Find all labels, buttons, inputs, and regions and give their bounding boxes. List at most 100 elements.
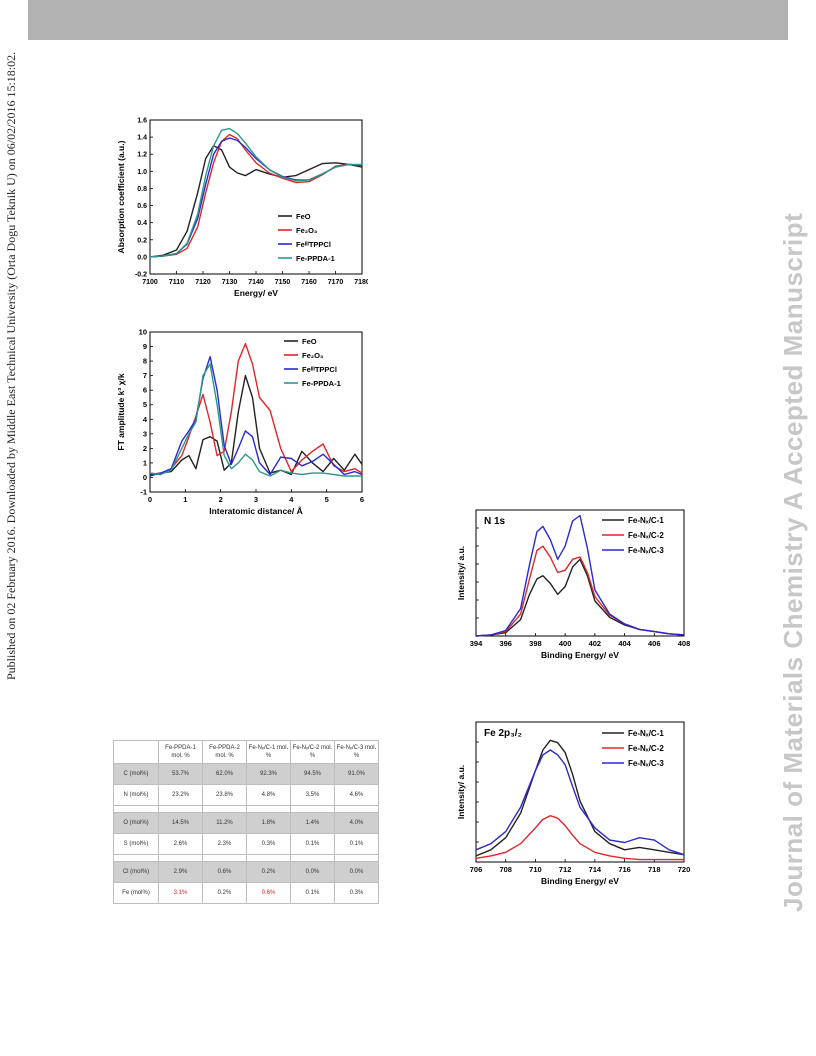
y-tick-label: 4 <box>143 415 148 424</box>
table-cell: 0.0% <box>334 861 379 883</box>
legend-label: Fe-Nₓ/C-3 <box>628 546 664 555</box>
y-tick-label: 0.2 <box>137 237 147 244</box>
table-cell: 0.3% <box>246 833 291 855</box>
series-line-feiiitppcl <box>149 356 363 477</box>
x-tick-label: 7150 <box>275 279 291 286</box>
table-cell: 2.9% <box>158 861 203 883</box>
series-line-feo <box>149 145 363 258</box>
row-label: C (mol%) <box>113 763 159 785</box>
table-cell: 23.2% <box>158 784 203 806</box>
table-cell: 4.0% <box>334 812 379 834</box>
publication-note: Published on 02 February 2016. Downloade… <box>4 51 18 680</box>
x-tick-label: 2 <box>219 495 223 504</box>
y-axis-label: Intensity/ a.u. <box>456 546 466 600</box>
table-header-cell: Fe-Nₓ/C-2 mol. % <box>290 740 335 764</box>
y-tick-label: 1 <box>143 458 147 467</box>
spacer-cell <box>246 805 291 813</box>
table-cell: 0.2% <box>246 861 291 883</box>
legend-label: Fe-PPDA-1 <box>296 254 335 263</box>
x-tick-label: 396 <box>499 639 512 648</box>
series-line-fe-nx-c-3 <box>475 749 685 856</box>
series-line-fe-ppda-1 <box>149 127 362 258</box>
y-tick-label: 2 <box>143 444 147 453</box>
table-cell: 0.1% <box>290 833 335 855</box>
y-axis-label: FT amplitude k³ χ/k <box>116 373 126 450</box>
x-tick-label: 0 <box>148 495 152 504</box>
legend-label: FeᴵᴵᴵTPPCl <box>296 240 331 249</box>
y-tick-label: 3 <box>143 429 147 438</box>
x-tick-label: 402 <box>589 639 602 648</box>
table-header-cell: Fe-Nₓ/C-1 mol. % <box>246 740 291 764</box>
plot-frame <box>475 509 685 637</box>
legend-label: Fe-Nₓ/C-3 <box>628 759 664 768</box>
y-tick-label: 1.6 <box>137 118 147 125</box>
legend-label: FeO <box>302 337 317 346</box>
legend-label: FeO <box>296 212 311 221</box>
x-axis-label: Binding Energy/ eV <box>541 650 619 660</box>
x-tick-label: 7100 <box>142 279 158 286</box>
table-cell: 23.8% <box>202 784 247 806</box>
table-cell: 53.7% <box>158 763 203 785</box>
chart-title: N 1s <box>484 516 506 527</box>
x-tick-label: 5 <box>325 495 329 504</box>
y-tick-label: 6 <box>143 386 147 395</box>
table-spacer-row <box>113 854 379 862</box>
table-cell: 11.2% <box>202 812 247 834</box>
table-cell: 2.6% <box>158 833 203 855</box>
x-tick-label: 7180 <box>354 279 368 286</box>
table-cell: 14.5% <box>158 812 203 834</box>
chart-title: Fe 2p₃/₂ <box>484 728 522 739</box>
y-tick-label: 5 <box>143 400 147 409</box>
row-label: N (mol%) <box>113 784 159 806</box>
spacer-cell <box>334 805 379 813</box>
legend-label: Fe-Nₓ/C-2 <box>628 744 664 753</box>
x-tick-label: 404 <box>618 639 631 648</box>
table-cell: 0.1% <box>290 882 335 904</box>
x-axis-label: Energy/ eV <box>234 288 278 298</box>
composition-table: Fe-PPDA-1 mol. % Fe-PPDA-2 mol. % Fe-Nₓ/… <box>113 740 379 904</box>
series-line-fe-nx-c-2 <box>475 814 684 861</box>
table-header-cell: Fe-PPDA-2 mol. % <box>202 740 247 764</box>
table-cell: 0.0% <box>290 861 335 883</box>
n1s-xps-chart: 394 396 398 400 402 404 406 408 Binding Energy/ … <box>456 509 691 660</box>
row-label: Cl (mol%) <box>113 861 159 883</box>
x-tick-label: 7170 <box>328 279 344 286</box>
table-cell: 0.6% <box>202 861 247 883</box>
table-cell: 1.8% <box>246 812 291 834</box>
x-tick-label: 400 <box>559 639 572 648</box>
y-tick-label: -1 <box>140 488 147 497</box>
x-tick-label: 408 <box>678 639 691 648</box>
legend-label: Fe-PPDA-1 <box>302 379 341 388</box>
series-line-fe2o3 <box>149 342 363 476</box>
spacer-cell <box>202 854 247 862</box>
y-tick-label: 8 <box>143 357 147 366</box>
x-tick-label: 706 <box>470 865 483 874</box>
y-tick-label: 0.6 <box>137 203 147 210</box>
x-tick-label: 406 <box>648 639 661 648</box>
table-cell: 4.6% <box>334 784 379 806</box>
table-cell: 1.4% <box>290 812 335 834</box>
table-spacer-row <box>113 805 379 813</box>
spacer-cell <box>334 854 379 862</box>
y-tick-label: 7 <box>143 371 147 380</box>
table-cell: 4.8% <box>246 784 291 806</box>
x-tick-label: 708 <box>499 865 512 874</box>
legend-label: Fe₂O₃ <box>302 351 324 360</box>
y-axis-label: Intensity/ a.u. <box>456 765 466 819</box>
x-tick-label: 6 <box>360 495 364 504</box>
legend-label: FeᴵᴵᴵTPPCl <box>302 365 337 374</box>
x-tick-label: 7140 <box>248 279 264 286</box>
y-tick-label: 0.0 <box>137 254 147 261</box>
spacer-cell <box>290 805 335 813</box>
y-tick-label: 10 <box>139 328 147 337</box>
x-tick-label: 720 <box>678 865 691 874</box>
x-axis-label: Binding Energy/ eV <box>541 876 619 886</box>
plot-frame <box>149 331 363 493</box>
header-bar <box>28 0 788 40</box>
y-tick-label: 1.0 <box>137 169 147 176</box>
x-tick-label: 394 <box>470 639 483 648</box>
journal-watermark: Journal of Materials Chemistry A Accepte… <box>778 212 808 912</box>
x-tick-label: 1 <box>183 495 187 504</box>
y-tick-label: 0.4 <box>137 220 147 227</box>
